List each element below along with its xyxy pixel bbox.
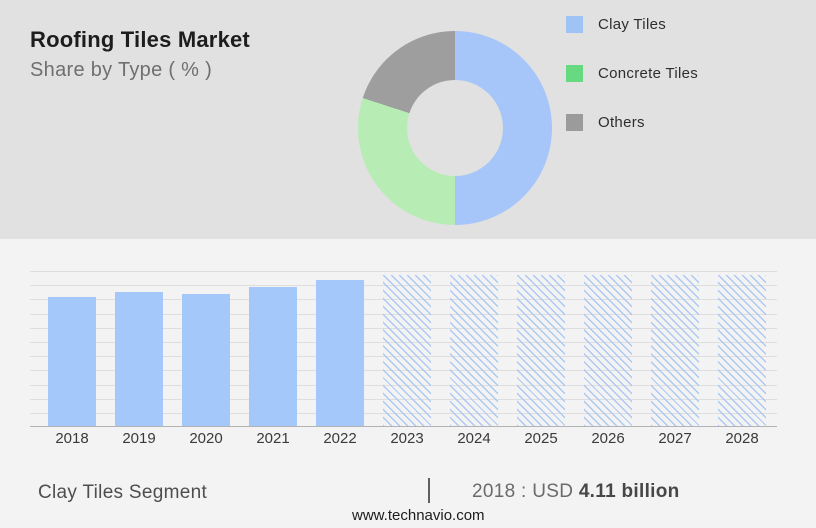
caption-separator [428,478,430,503]
legend-item-others: Others [566,114,698,131]
x-axis-label-2021: 2021 [256,430,290,447]
x-axis-label-2020: 2020 [189,430,223,447]
legend: Clay Tiles Concrete Tiles Others [566,16,698,163]
x-axis-label-2018: 2018 [55,430,89,447]
legend-label: Clay Tiles [598,16,667,33]
value-prefix: 2018 : USD [472,481,579,502]
forecast-bar-2028 [718,275,766,426]
page-subtitle: Share by Type ( % ) [30,59,213,81]
x-axis-label-2022: 2022 [323,430,357,447]
bar-2022 [316,280,364,426]
forecast-bar-2024 [450,275,498,426]
donut-chart [358,31,552,225]
x-axis-label-2025: 2025 [524,430,558,447]
x-axis-label-2028: 2028 [725,430,759,447]
x-axis-labels: 2018 2019 2020 2021 2022 2023 2024 2025 2026 2027… [30,430,777,448]
bar-plot [30,271,777,427]
value-amount: 4.11 billion [578,481,680,502]
bar-2020 [182,294,230,426]
x-axis-label-2024: 2024 [457,430,491,447]
segment-caption: Clay Tiles Segment [38,482,208,503]
bar-2021 [249,287,297,426]
legend-swatch-icon [566,16,583,33]
share-by-type-panel: Roofing Tiles Market Share by Type ( % )… [0,0,816,239]
value-caption: 2018 : USD 4.11 billion [472,481,680,503]
legend-swatch-icon [566,114,583,131]
x-axis-label-2026: 2026 [591,430,625,447]
bar-2019 [115,292,163,426]
forecast-bar-2027 [651,275,699,426]
x-axis-label-2019: 2019 [122,430,156,447]
legend-item-concrete-tiles: Concrete Tiles [566,65,698,82]
legend-item-clay-tiles: Clay Tiles [566,16,698,33]
legend-label: Concrete Tiles [598,65,699,82]
page-title: Roofing Tiles Market [30,27,250,52]
bar-2018 [48,297,96,426]
forecast-bar-2026 [584,275,632,426]
donut-hole [407,80,503,176]
forecast-bar-2023 [383,275,431,426]
x-axis-label-2023: 2023 [390,430,424,447]
legend-swatch-icon [566,65,583,82]
forecast-bar-2025 [517,275,565,426]
legend-label: Others [598,114,645,131]
footer-url: www.technavio.com [352,507,485,524]
x-axis-label-2027: 2027 [658,430,692,447]
gridline [30,271,777,272]
